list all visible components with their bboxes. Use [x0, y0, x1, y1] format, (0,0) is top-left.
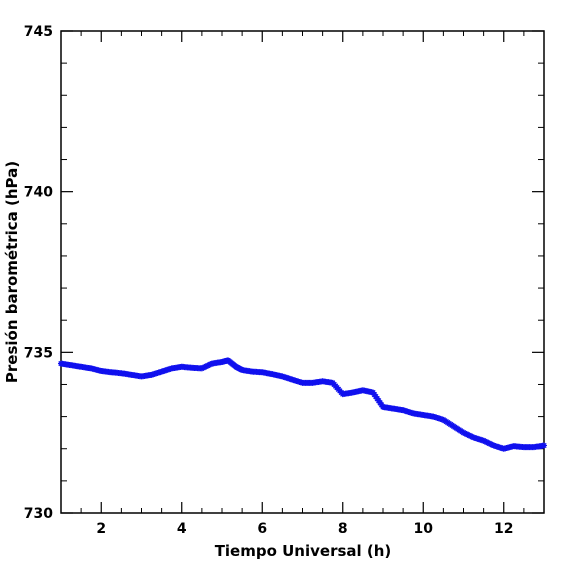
x-axis-title: Tiempo Universal (h): [215, 542, 392, 560]
data-point: [539, 442, 546, 449]
y-tick-label: 730: [24, 506, 53, 522]
x-tick-labels: 2 4 6 8 10 12: [96, 521, 513, 537]
x-tick-label: 8: [338, 521, 348, 537]
data-point: [157, 369, 164, 376]
x-tick-label: 6: [257, 521, 267, 537]
data-point: [277, 373, 284, 380]
data-point: [489, 441, 496, 448]
data-point: [288, 376, 294, 383]
x-tick-label: 2: [96, 521, 106, 537]
data-series: [58, 357, 547, 452]
data-point: [368, 389, 375, 396]
minor-ticks: [60, 31, 545, 513]
data-point: [167, 365, 174, 372]
data-point: [459, 428, 466, 435]
data-point: [428, 413, 435, 420]
x-tick-label: 12: [494, 521, 513, 537]
y-axis-title: Presión barométrica (hPa): [3, 161, 21, 383]
data-point: [147, 372, 154, 379]
data-point: [408, 409, 415, 416]
y-tick-label: 745: [24, 24, 53, 40]
data-point: [469, 433, 476, 440]
y-tick-label: 740: [24, 185, 53, 201]
data-point: [328, 379, 335, 386]
y-tick-label: 735: [24, 345, 53, 361]
data-point: [438, 416, 445, 423]
data-point: [378, 401, 385, 408]
data-point: [207, 361, 214, 368]
data-point: [479, 437, 486, 444]
x-tick-label: 10: [414, 521, 434, 537]
x-tick-label: 4: [177, 521, 187, 537]
plot-frame: [60, 30, 545, 514]
y-tick-labels: 730 735 740 745: [24, 24, 53, 522]
data-point: [224, 357, 231, 364]
data-point: [238, 366, 245, 373]
data-point: [449, 422, 455, 429]
data-point: [398, 406, 405, 413]
data-point: [338, 389, 345, 396]
major-ticks: [61, 30, 544, 514]
